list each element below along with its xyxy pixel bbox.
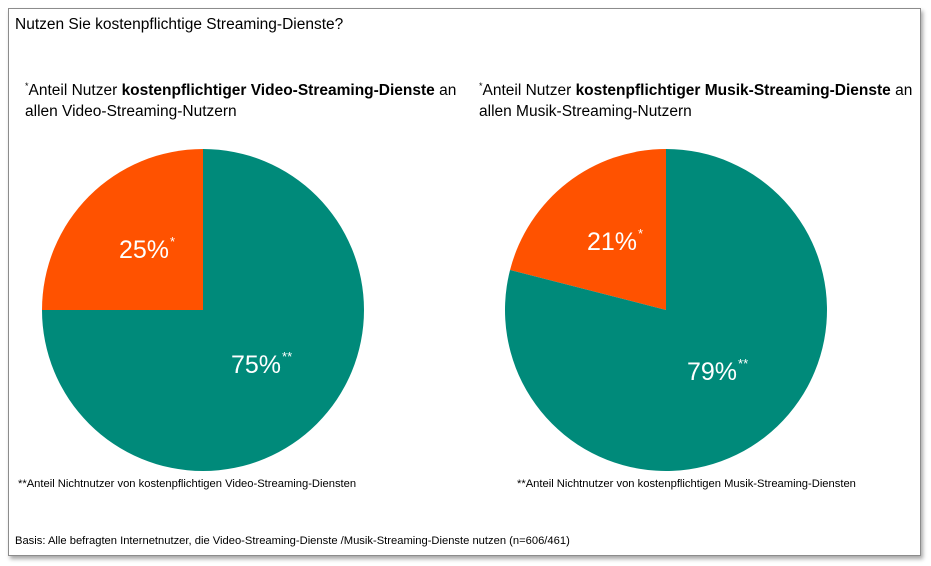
slice-value-label: 75% [231,351,281,379]
slice-marker-label: ** [738,356,748,371]
slice-value-label: 79% [687,358,737,386]
basis-note: Basis: Alle befragten Internetnutzer, di… [15,535,570,547]
slice-paid-users [510,149,666,310]
music-chart-subtitle: *Anteil Nutzer kostenpflichtiger Musik-S… [479,80,919,122]
video-pie-chart: 25% * 75% ** [42,149,364,471]
slice-marker-label: * [170,234,175,249]
slice-non-users [42,149,364,471]
subtitle-bold: kostenpflichtiger Musik-Streaming-Dienst… [575,82,891,99]
slice-marker-label: ** [282,349,292,364]
slice-value-label: 25% [119,236,169,264]
subtitle-pre: Anteil Nutzer [28,82,122,99]
subtitle-star: * [25,80,29,91]
subtitle-post: an allen Video-Streaming-Nutzern [25,82,457,120]
subtitle-bold: kostenpflichtiger Video-Streaming-Dienst… [121,82,435,99]
slice-marker-label: * [638,226,643,241]
slice-value-label: 21% [587,228,637,256]
subtitle-star: * [479,80,483,91]
page-title: Nutzen Sie kostenpflichtige Streaming-Di… [15,16,344,33]
video-footnote: **Anteil Nichtnutzer von kostenpflichtig… [18,478,357,490]
video-chart-subtitle: *Anteil Nutzer kostenpflichtiger Video-S… [25,80,465,122]
subtitle-post: an allen Musik-Streaming-Nutzern [479,82,913,120]
music-footnote: **Anteil Nichtnutzer von kostenpflichtig… [517,478,856,490]
subtitle-pre: Anteil Nutzer [482,82,576,99]
slice-paid-users [42,149,203,310]
slice-non-users [505,149,827,471]
music-pie-chart: 21% * 79% ** [505,149,827,471]
